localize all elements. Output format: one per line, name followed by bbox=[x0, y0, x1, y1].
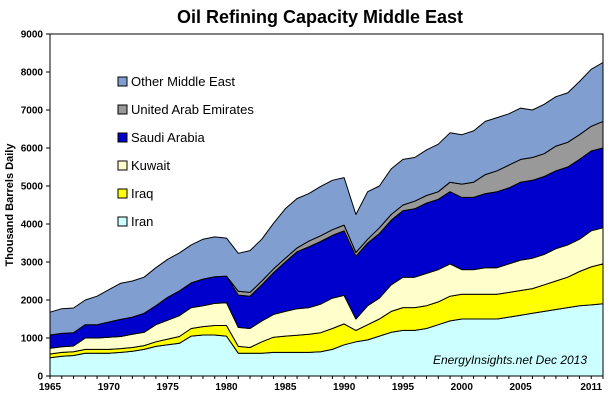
y-tick-label: 8000 bbox=[21, 68, 44, 79]
x-tick-label: 1965 bbox=[39, 382, 62, 393]
y-tick-label: 7000 bbox=[21, 106, 44, 117]
y-axis-label: Thousand Barrels Daily bbox=[4, 143, 16, 267]
x-tick-label: 2000 bbox=[451, 382, 474, 393]
x-tick-label: 1995 bbox=[392, 382, 415, 393]
legend-label-saudi-arabia: Saudi Arabia bbox=[131, 130, 205, 145]
legend-label-united-arab-emirates: United Arab Emirates bbox=[131, 102, 254, 117]
legend-label-other-middle-east: Other Middle East bbox=[131, 74, 235, 89]
x-tick-label: 1990 bbox=[333, 382, 356, 393]
y-tick-label: 1000 bbox=[21, 334, 44, 345]
x-tick-label: 2011 bbox=[580, 382, 602, 393]
y-tick-label: 9000 bbox=[21, 30, 44, 41]
source-annotation: EnergyInsights.net Dec 2013 bbox=[433, 353, 587, 367]
legend-swatch-other-middle-east bbox=[117, 76, 128, 87]
legend-swatch-iraq bbox=[117, 188, 128, 199]
y-tick-label: 0 bbox=[37, 372, 43, 383]
area-series-other-middle-east bbox=[49, 62, 604, 336]
y-tick-label: 6000 bbox=[21, 144, 44, 155]
x-tick-label: 1980 bbox=[215, 382, 238, 393]
legend-swatch-saudi-arabia bbox=[117, 132, 128, 143]
legend-label-iraq: Iraq bbox=[131, 186, 153, 201]
y-tick-label: 2000 bbox=[21, 296, 44, 307]
y-tick-label: 3000 bbox=[21, 258, 44, 269]
x-tick-label: 1985 bbox=[274, 382, 297, 393]
y-tick-label: 4000 bbox=[21, 220, 44, 231]
x-tick-label: 1970 bbox=[98, 382, 121, 393]
x-tick-label: 1975 bbox=[157, 382, 180, 393]
legend-label-iran: Iran bbox=[131, 214, 153, 229]
x-tick-label: 2005 bbox=[510, 382, 533, 393]
chart-title: Oil Refining Capacity Middle East bbox=[177, 7, 463, 27]
legend-swatch-iran bbox=[117, 216, 128, 227]
y-tick-label: 5000 bbox=[21, 182, 44, 193]
legend-swatch-united-arab-emirates bbox=[117, 104, 128, 115]
legend-swatch-kuwait bbox=[117, 160, 128, 171]
legend-label-kuwait: Kuwait bbox=[131, 158, 170, 173]
